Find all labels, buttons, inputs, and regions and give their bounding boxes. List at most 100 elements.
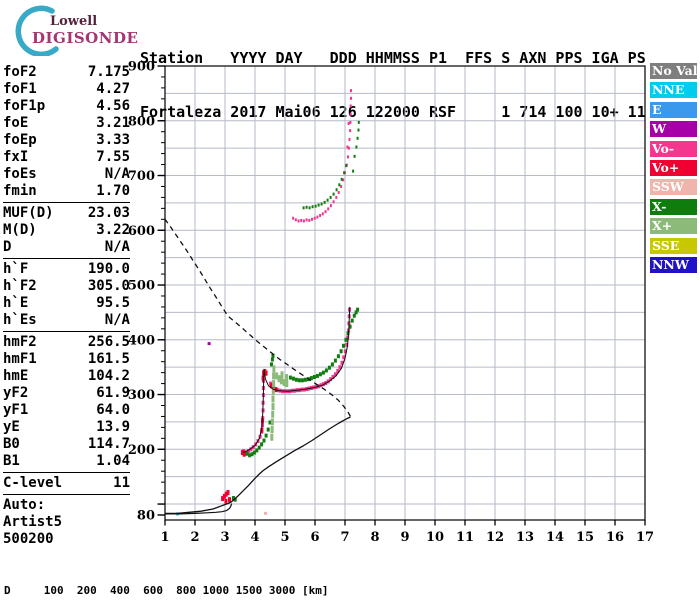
- trace-point-f-trace-x-mode-x-: [342, 343, 345, 348]
- trace-point-f-trace-x-mode-x-: [297, 378, 301, 383]
- trace-point-f-trace-x-mode-x-: [231, 496, 235, 501]
- parameter-label: h`F2: [3, 278, 37, 294]
- parameter-value: 190.0: [87, 261, 130, 277]
- logo-text-digisonde: DIGISONDE: [32, 29, 139, 47]
- parameter-label: foEs: [3, 166, 37, 182]
- trace-point-f-trace-x-mode-x-: [303, 377, 307, 382]
- trace-point-f-trace-weak-x-x+-: [285, 380, 289, 388]
- parameter-row: yE 13.9: [3, 419, 130, 436]
- trace-point-f-trace-o-mode-vo-: [343, 349, 347, 354]
- true-height-profile-line: [165, 416, 351, 515]
- trace-point-f-trace-strong-o-vo+-: [260, 427, 264, 433]
- trace-point-f-trace-x-mode-x-: [344, 337, 348, 342]
- trace-point-f-trace-x-mode-x-: [257, 445, 261, 450]
- parameter-row: foEp 3.33: [3, 132, 130, 149]
- trace-point-f-trace-x-mode-x-: [248, 453, 252, 458]
- parameter-row: h`F2 305.0: [3, 278, 130, 295]
- trace-point-f-trace-weak-x-x+-: [271, 403, 275, 411]
- trace-point-f-trace-x-mode-x-: [327, 365, 331, 370]
- parameter-label: C-level: [3, 475, 63, 491]
- trace-point-f-trace-weak-x-x+-: [271, 387, 275, 395]
- trace-point-f-trace-weak-x-x+-: [272, 365, 276, 373]
- y-tick-label: 400: [128, 333, 155, 348]
- x-tick-label: 1: [160, 530, 169, 545]
- trace-point-2nd-hop-o-mode-vo-: [348, 137, 351, 141]
- trace-point-2nd-hop-x-mode-x-: [326, 198, 329, 202]
- parameter-row: h`F 190.0: [3, 261, 130, 278]
- parameter-label: h`F: [3, 261, 29, 277]
- legend-item-nne: NNE: [650, 82, 697, 99]
- parameter-label: fxI: [3, 149, 29, 165]
- trace-point-2nd-hop-o-mode-vo-: [321, 212, 324, 216]
- autoscaling-info: Auto: Artist5 500200: [3, 497, 130, 548]
- parameter-row: yF1 64.0: [3, 402, 130, 419]
- trace-point-f-trace-weak-x-x+-: [272, 380, 276, 388]
- trace-point-f-trace-x-mode-x-: [250, 452, 254, 457]
- parameter-value: 114.7: [87, 436, 130, 452]
- parameter-row: foF2 7.175: [3, 64, 130, 81]
- y-tick-label: 800: [128, 114, 155, 129]
- trace-point-f-trace-weak-x-x+-: [280, 371, 284, 379]
- trace-point-f-trace-x-mode-x-: [356, 307, 360, 312]
- trace-point-f-trace-x-mode-x-: [350, 318, 354, 323]
- trace-point-2nd-hop-x-mode-x-: [308, 206, 311, 210]
- trace-point-f-trace-x-mode-x-: [270, 362, 273, 367]
- x-tick-label: 7: [340, 530, 349, 545]
- trace-point-f-trace-x-mode-x-: [266, 427, 270, 432]
- legend-item-sse: SSE: [650, 237, 697, 254]
- trace-point-2nd-hop-x-mode-x-: [338, 183, 341, 187]
- parameter-label: yE: [3, 419, 20, 435]
- trace-point-2nd-hop-o-mode-vo-: [300, 218, 303, 222]
- trace-point-2nd-hop-o-mode-vo-: [347, 121, 350, 125]
- legend-item-vo+: Vo+: [650, 159, 697, 176]
- trace-point-f-trace-weak-x-x+-: [270, 426, 274, 434]
- y-tick-label: 200: [128, 443, 155, 458]
- trace-point-f-trace-strong-o-vo+-: [264, 370, 268, 376]
- parameter-value: 161.5: [87, 351, 130, 367]
- trace-point-2nd-hop-o-mode-vo-: [302, 219, 305, 223]
- legend-item-ssw: SSW: [650, 179, 697, 196]
- legend-item-w: W: [650, 121, 697, 138]
- e-layer-curve-line: [165, 503, 233, 515]
- parameter-label: yF2: [3, 385, 29, 401]
- trace-point-2nd-hop-x-mode-x-: [317, 203, 320, 207]
- trace-point-2nd-hop-x-mode-x-: [340, 177, 343, 181]
- trace-point-f-trace-o-mode-vo-: [342, 355, 346, 360]
- parameter-label: h`Es: [3, 312, 37, 328]
- trace-point-f-trace-o-mode-vo-: [329, 377, 333, 382]
- x-tick-label: 2: [190, 530, 199, 545]
- trace-point-2nd-hop-o-mode-vo-: [324, 210, 327, 214]
- parameter-row: MUF(D) 23.03: [3, 205, 130, 222]
- x-tick-label: 17: [636, 530, 654, 545]
- parameter-value: 3.21: [96, 115, 130, 131]
- x-tick-label: 6: [310, 530, 319, 545]
- trace-point-f-trace-x-mode-x-: [245, 451, 249, 456]
- parameter-value: 64.0: [96, 402, 130, 418]
- trace-point-2nd-hop-o-mode-vo-: [349, 104, 352, 108]
- trace-point-2nd-hop-o-mode-vo-: [311, 217, 313, 221]
- parameter-label: MUF(D): [3, 205, 54, 221]
- parameter-value: 256.5: [87, 334, 130, 350]
- trace-point-2nd-hop-o-mode-vo-: [319, 213, 322, 217]
- x-tick-label: 13: [516, 530, 534, 545]
- parameter-label: foEp: [3, 132, 37, 148]
- trace-point-f-trace-x-mode-x-: [330, 362, 334, 367]
- trace-point-f-trace-strong-o-vo+-: [222, 493, 226, 499]
- trace-point-f-trace-x-mode-x-: [318, 372, 322, 377]
- trace-point-2nd-hop-o-mode-vo-: [340, 184, 343, 188]
- echo-direction-legend: No Val NNE E W Vo- Vo+ SSW X- X+ SSE NNW: [650, 63, 697, 276]
- x-tick-label: 12: [486, 530, 504, 545]
- trace-point-f-trace-x-mode-x-: [336, 354, 340, 359]
- parameter-value: 1.04: [96, 453, 130, 469]
- trace-point-f-trace-x-mode-x-: [352, 313, 356, 318]
- trace-point-f-trace-strong-o-vo+-: [240, 450, 244, 456]
- trace-point-2nd-hop-o-mode-vo-: [349, 120, 352, 124]
- trace-point-f-trace-x-mode-x-: [252, 450, 256, 455]
- parameter-value: N/A: [104, 312, 130, 328]
- trace-point-2nd-hop-x-mode-x-: [357, 120, 360, 124]
- parameter-value: 61.9: [96, 385, 130, 401]
- trace-point-f-trace-x-mode-x-: [264, 433, 268, 438]
- trace-point-f-trace-strong-o-vo+-: [221, 496, 225, 502]
